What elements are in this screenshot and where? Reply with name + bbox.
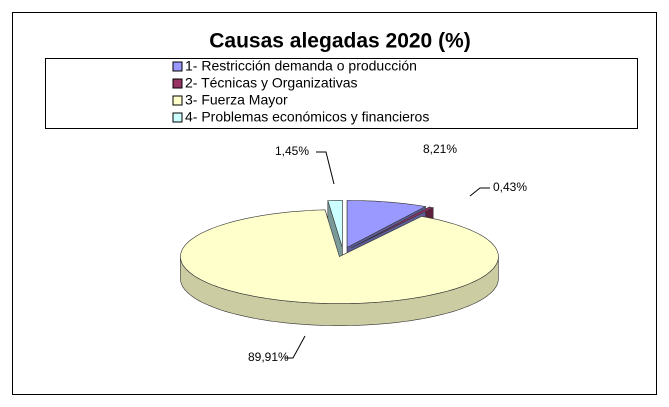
- data-label: 1,45%: [275, 144, 309, 158]
- slice: [327, 200, 343, 248]
- legend-label: 1- Restricción demanda o producción: [185, 58, 417, 74]
- data-label: 0,43%: [493, 180, 527, 194]
- chart-title: Causas alegadas 2020 (%): [209, 30, 470, 53]
- legend-label: 3- Fuerza Mayor: [185, 92, 288, 108]
- data-label: 89,91%: [248, 350, 289, 364]
- legend-label: 4- Problemas económicos y financieros: [185, 109, 429, 125]
- legend-swatch: [172, 61, 183, 72]
- legend-box: [45, 58, 638, 129]
- slice: [346, 200, 427, 248]
- leader-line: [316, 151, 335, 185]
- leader-line: [285, 335, 306, 359]
- legend-swatch: [172, 78, 183, 89]
- data-label: 8,21%: [423, 142, 457, 156]
- legend-label: 2- Técnicas y Organizativas: [185, 75, 357, 91]
- legend-swatch: [172, 95, 183, 106]
- slice: [180, 209, 499, 304]
- legend-swatch: [172, 112, 183, 123]
- leader-line: [469, 187, 490, 197]
- slice: [350, 206, 435, 249]
